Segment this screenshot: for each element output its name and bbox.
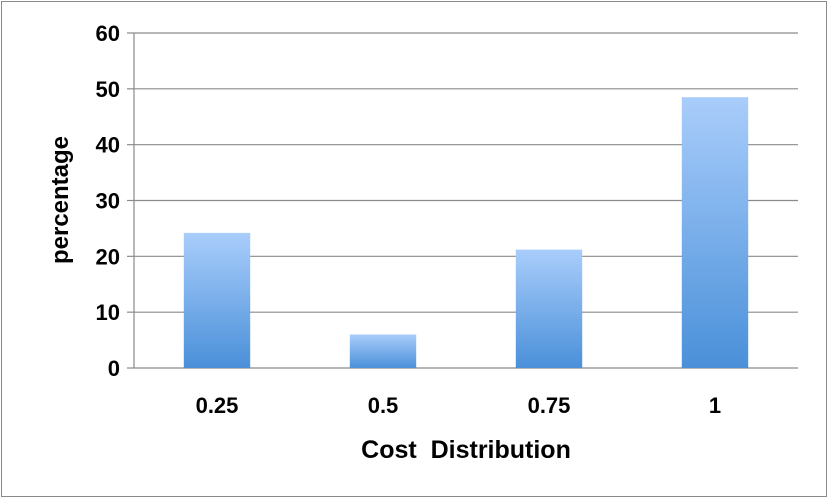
y-tick-label: 60	[96, 21, 120, 46]
x-tick-label: 0.75	[528, 393, 571, 418]
x-axis-label: Cost Distribution	[361, 436, 571, 464]
y-tick-label: 40	[96, 133, 120, 158]
x-tick-label: 1	[709, 393, 721, 418]
y-tick-label: 30	[96, 189, 120, 214]
y-axis-label: percentage	[47, 136, 74, 264]
bar	[681, 97, 749, 368]
bar	[349, 334, 417, 368]
x-tick-label: 0.5	[368, 393, 399, 418]
bars	[183, 97, 749, 368]
y-tick-labels: 0 10 20 30 40 50 60	[96, 21, 120, 381]
y-tick-label: 50	[96, 77, 120, 102]
y-tick-label: 10	[96, 300, 120, 325]
y-tick-label: 0	[108, 356, 120, 381]
bar	[515, 249, 583, 368]
bar	[183, 232, 251, 368]
y-tick-label: 20	[96, 244, 120, 269]
x-tick-labels: 0.25 0.5 0.75 1	[196, 393, 722, 418]
x-tick-label: 0.25	[196, 393, 239, 418]
